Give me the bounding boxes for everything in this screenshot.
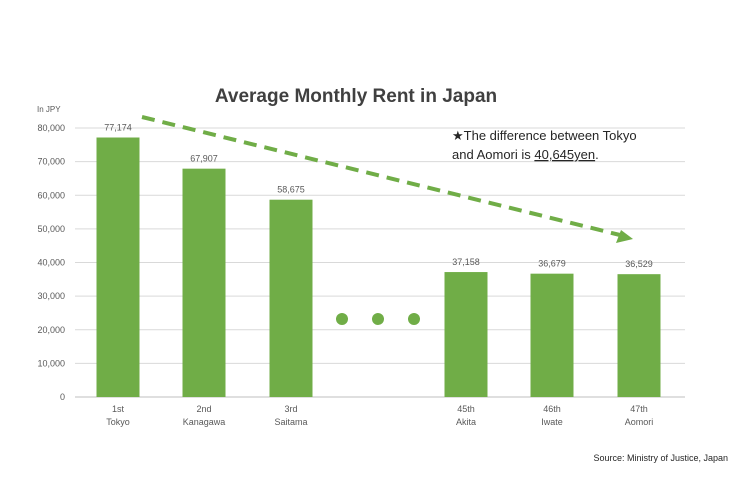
difference-value: 40,645yen: [534, 147, 595, 162]
data-label: 36,529: [625, 259, 653, 269]
x-rank-label: 2nd: [196, 404, 211, 414]
data-label: 37,158: [452, 257, 480, 267]
ellipsis-dots: [336, 313, 420, 325]
y-tick-label: 60,000: [37, 190, 65, 200]
x-prefecture-label: Aomori: [625, 417, 654, 427]
x-prefecture-label: Akita: [456, 417, 476, 427]
x-rank-label: 3rd: [284, 404, 297, 414]
y-tick-label: 40,000: [37, 258, 65, 268]
x-prefecture-label: Kanagawa: [183, 417, 226, 427]
data-labels: 77,174 67,907 58,675 37,158 36,679 36,529: [104, 123, 653, 270]
y-tick-label: 30,000: [37, 291, 65, 301]
x-prefecture-label: Iwate: [541, 417, 563, 427]
ellipsis-dot: [372, 313, 384, 325]
y-tick-label: 20,000: [37, 325, 65, 335]
x-prefecture-label: Saitama: [274, 417, 307, 427]
trend-arrow-line: [141, 115, 621, 237]
annotation-text-2: and Aomori is: [452, 147, 534, 162]
y-tick-label: 70,000: [37, 157, 65, 167]
bar: [530, 273, 574, 397]
difference-annotation-line2: and Aomori is 40,645yen.: [452, 147, 599, 162]
x-axis-labels: 1st Tokyo 2nd Kanagawa 3rd Saitama 45th Akita 46…: [106, 404, 653, 427]
y-axis-ticks: 0 10,000 20,000 30,000 40,000 50,000 60,000 70,…: [37, 123, 65, 402]
trend-arrow: [141, 115, 633, 243]
data-label: 36,679: [538, 259, 566, 269]
y-tick-label: 10,000: [37, 358, 65, 368]
source-note: Source: Ministry of Justice, Japan: [593, 453, 728, 463]
bar: [444, 272, 488, 397]
ellipsis-dot: [408, 313, 420, 325]
y-axis-unit-label: In JPY: [37, 105, 61, 114]
gridlines: [75, 127, 685, 398]
bar: [269, 199, 313, 397]
data-label: 67,907: [190, 154, 218, 164]
y-tick-label: 50,000: [37, 224, 65, 234]
x-rank-label: 46th: [543, 404, 561, 414]
data-label: 58,675: [277, 185, 305, 195]
x-prefecture-label: Tokyo: [106, 417, 130, 427]
chart-title: Average Monthly Rent in Japan: [215, 86, 497, 107]
difference-annotation-line1: ★The difference between Tokyo: [452, 128, 637, 143]
x-rank-label: 1st: [112, 404, 125, 414]
data-label: 77,174: [104, 123, 132, 133]
x-rank-label: 47th: [630, 404, 648, 414]
annotation-text-1: The difference between Tokyo: [464, 128, 637, 143]
x-rank-label: 45th: [457, 404, 475, 414]
bar: [617, 274, 661, 397]
annotation-period: .: [595, 147, 599, 162]
bar: [182, 168, 226, 397]
star-icon: ★: [452, 128, 464, 143]
bar: [96, 137, 140, 397]
y-tick-label: 80,000: [37, 123, 65, 133]
trend-arrow-head: [616, 230, 633, 243]
ellipsis-dot: [336, 313, 348, 325]
y-tick-label: 0: [60, 392, 65, 402]
bars: [96, 137, 661, 397]
